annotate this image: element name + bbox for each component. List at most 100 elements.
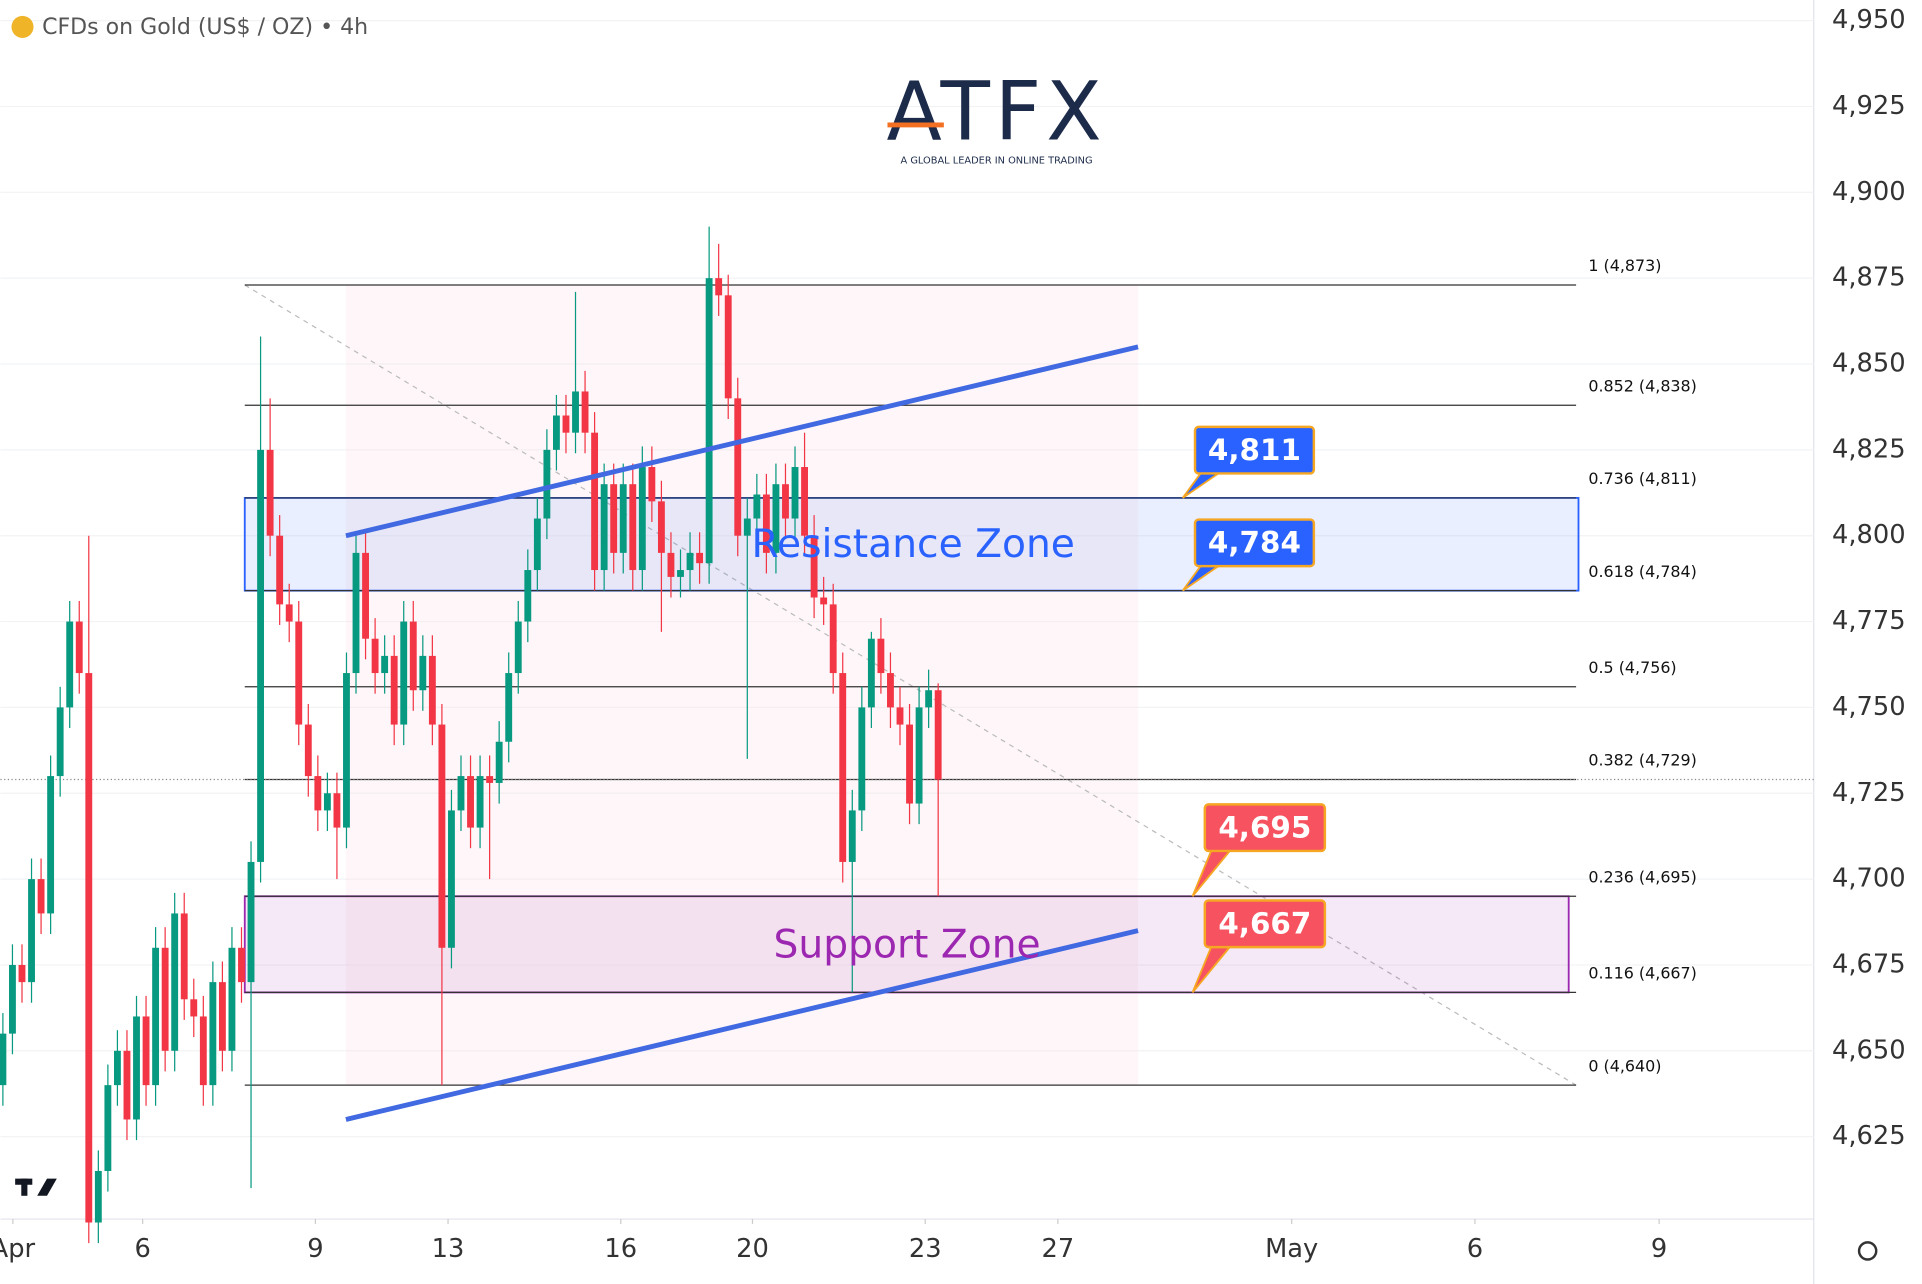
x-tick-label: 27	[1042, 1234, 1075, 1264]
candle-body	[524, 570, 532, 622]
fib-label: 0.852 (4,838)	[1588, 376, 1697, 395]
candle-body	[323, 793, 331, 811]
candle-body	[238, 947, 245, 983]
candle-body	[906, 724, 913, 804]
candle-body	[734, 398, 742, 536]
fib-label: 0.116 (4,667)	[1588, 964, 1697, 983]
x-tick-label: 20	[736, 1234, 769, 1264]
candle-body	[552, 415, 560, 450]
candle-body	[762, 494, 770, 553]
candle-body	[161, 947, 169, 1051]
y-tick-label: 4,675	[1832, 949, 1906, 979]
candle-body	[37, 879, 45, 914]
candle-body	[867, 638, 875, 708]
candle-body	[428, 655, 436, 725]
symbol-icon	[11, 15, 34, 38]
candle-body	[820, 597, 828, 605]
candle-body	[724, 295, 732, 399]
y-tick-label: 4,950	[1832, 5, 1906, 35]
candle-body	[572, 391, 579, 433]
x-tick-label: 16	[604, 1234, 637, 1264]
candle-body	[772, 484, 780, 553]
candle-body	[362, 552, 369, 639]
candle-body	[610, 484, 618, 553]
y-tick-label: 4,625	[1832, 1121, 1906, 1151]
candle-body	[667, 552, 675, 577]
candle-body	[810, 535, 818, 598]
symbol-title: CFDs on Gold (US$ / OZ) • 4h	[42, 15, 368, 40]
candle-body	[400, 621, 408, 725]
zone-label: Resistance Zone	[752, 522, 1075, 567]
candle-body	[648, 467, 656, 502]
candle-body	[314, 776, 322, 811]
candle-body	[505, 673, 513, 742]
callout-box	[1193, 425, 1316, 475]
marks-layer	[0, 226, 1139, 1244]
candle-body	[18, 964, 26, 983]
candle-body	[247, 861, 255, 983]
candle-body	[438, 724, 446, 948]
candle-body	[533, 518, 541, 571]
candle-body	[657, 501, 665, 553]
candle-body	[934, 690, 942, 780]
candle-body	[581, 391, 589, 433]
callout-pointer	[1191, 847, 1234, 897]
candle-body	[390, 655, 398, 725]
fib-label: 1 (4,873)	[1588, 256, 1661, 275]
y-tick-label: 4,825	[1832, 434, 1906, 464]
candle-body	[467, 776, 474, 828]
y-tick-label: 4,850	[1832, 349, 1906, 379]
candle-body	[925, 690, 933, 708]
candle-body	[419, 655, 427, 691]
candle-body	[85, 673, 93, 1223]
y-tick-label: 4,650	[1832, 1035, 1906, 1065]
fib-area	[345, 285, 1139, 1086]
candle-body	[486, 776, 494, 783]
callout-box	[1193, 518, 1316, 568]
y-tick-label: 4,700	[1832, 864, 1906, 894]
candle-body	[171, 913, 179, 1051]
candle-body	[66, 621, 74, 708]
candle-body	[142, 1016, 150, 1086]
candle-body	[514, 621, 522, 674]
x-tick-label: 6	[134, 1234, 150, 1264]
x-tick-label: May	[1265, 1234, 1318, 1264]
candle-body	[677, 570, 684, 577]
candle-body	[686, 552, 694, 571]
candle-body	[123, 1050, 131, 1120]
labels-layer: 4,625 4,650 4,675 4,700 4,725 4,750 4,775 4,800…	[0, 5, 1906, 1264]
callout-label: 4,784	[1208, 526, 1301, 560]
fib-label: 0.236 (4,695)	[1588, 867, 1697, 886]
x-tick-label: Apr	[0, 1234, 36, 1264]
candle-body	[829, 604, 837, 674]
settings-icon[interactable]	[1857, 1241, 1878, 1261]
candle-body	[495, 741, 503, 783]
candle-body	[266, 449, 274, 536]
candle-body	[476, 776, 484, 828]
candle-body	[782, 484, 789, 519]
candle-body	[839, 673, 847, 862]
y-tick-label: 4,750	[1832, 692, 1906, 722]
candle-body	[457, 776, 465, 811]
candle-body	[696, 552, 704, 564]
callout-label: 4,695	[1218, 810, 1311, 844]
candle-body	[791, 467, 799, 519]
candle-body	[94, 1170, 102, 1223]
y-tick-label: 4,900	[1832, 177, 1906, 207]
x-tick-label: 23	[909, 1234, 942, 1264]
candle-body	[600, 484, 608, 571]
tv-logo	[15, 1178, 57, 1196]
x-tick-label: 9	[307, 1234, 323, 1264]
fib-trend	[244, 284, 1577, 1086]
candle-body	[848, 810, 856, 862]
candle-body	[152, 947, 160, 1086]
candle-body	[877, 638, 885, 674]
zone	[243, 895, 1570, 994]
candle-body	[448, 810, 455, 948]
candle-body	[257, 449, 265, 862]
candle-body	[896, 707, 904, 725]
candle-body	[629, 484, 637, 571]
candle-body	[104, 1085, 112, 1171]
